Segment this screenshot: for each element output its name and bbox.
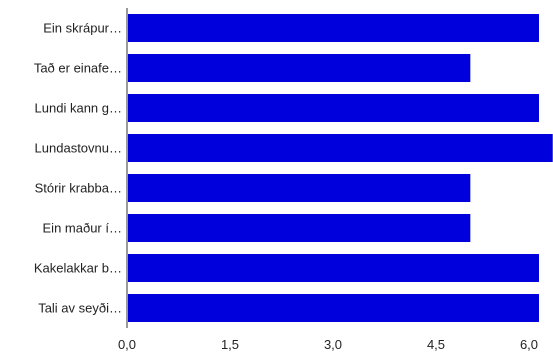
bar [128, 94, 539, 122]
x-tick-labels: 0,0 1,5 3,0 4,5 6,0 [118, 337, 538, 352]
x-tick-label: 0,0 [118, 337, 136, 352]
bars-group [128, 14, 553, 322]
category-label: Tað er einafe… [34, 61, 122, 76]
x-tick-label: 6,0 [520, 337, 538, 352]
bar [128, 254, 539, 282]
bar [128, 134, 553, 162]
x-tick-label: 4,5 [427, 337, 445, 352]
category-label: Ein skrápur… [43, 21, 122, 36]
bar [128, 174, 471, 202]
bar [128, 214, 471, 242]
category-label: Kakelakkar b… [34, 261, 122, 276]
category-label: Stórir krabba… [35, 181, 122, 196]
x-tick-label: 3,0 [324, 337, 342, 352]
category-label: Lundi kann g… [35, 101, 122, 116]
category-label: Ein maður í… [43, 221, 122, 236]
category-labels: Ein skrápur… Tað er einafe… Lundi kann g… L… [34, 21, 122, 316]
bar [128, 14, 539, 42]
category-label: Tali av seyði… [38, 301, 122, 316]
bar [128, 54, 471, 82]
x-tick-label: 1,5 [221, 337, 239, 352]
bar [128, 294, 539, 322]
category-label: Lundastovnu… [35, 141, 122, 156]
